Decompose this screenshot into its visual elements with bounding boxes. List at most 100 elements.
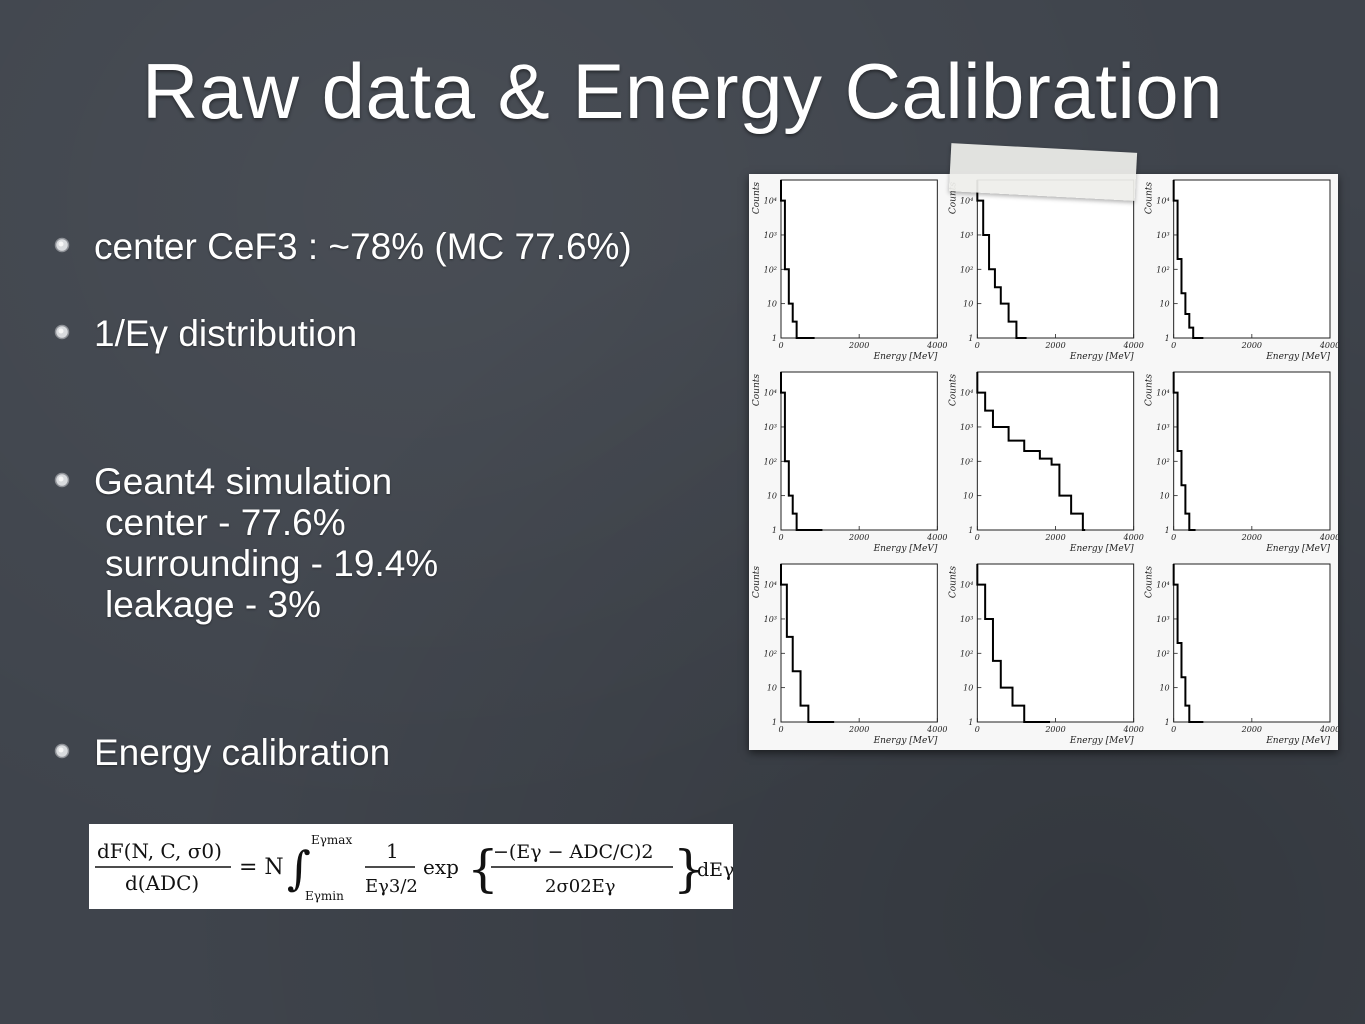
y-axis-label: Counts [752, 182, 762, 215]
formula-equals-n: = N [239, 855, 284, 880]
y-tick-label: 10 [767, 300, 777, 309]
x-tick-label: 4000 [926, 533, 947, 542]
x-tick-label: 4000 [1319, 341, 1338, 350]
x-tick-label: 2000 [1241, 533, 1262, 542]
formula-svg: dF(N, C, σ0) d(ADC) = N ∫ Eγmax Eγmin 1 … [95, 833, 734, 903]
histogram-line [780, 564, 835, 723]
x-tick-label: 4000 [1319, 725, 1338, 734]
y-tick-label: 10 [963, 492, 973, 501]
formula-frac-numerator: 1 [386, 839, 399, 863]
y-tick-label: 10⁴ [960, 581, 973, 590]
panel-frame [1173, 371, 1331, 531]
y-tick-label: 10² [764, 265, 777, 274]
x-tick-label: 0 [975, 725, 980, 734]
y-tick-label: 10⁴ [764, 197, 777, 206]
bullet-icon [54, 324, 70, 340]
y-tick-label: 1 [1165, 526, 1170, 535]
x-tick-label: 2000 [848, 533, 869, 542]
panel-frame [976, 371, 1135, 531]
y-tick-label: 10 [963, 300, 973, 309]
histogram-panel-top-right: 1 10 10² 10³ 10⁴ 0 2000 4000 Energy [MeV] Counts [1145, 179, 1340, 362]
y-tick-label: 10⁴ [1156, 197, 1169, 206]
formula-lhs-numerator: dF(N, C, σ0) [97, 839, 222, 863]
y-tick-label: 10³ [1156, 423, 1169, 432]
y-tick-label: 10 [1159, 492, 1169, 501]
x-tick-label: 4000 [1122, 725, 1143, 734]
x-tick-label: 0 [1171, 341, 1176, 350]
y-tick-label: 10⁴ [1156, 581, 1169, 590]
bullet-icon [54, 743, 70, 759]
y-tick-label: 10² [1156, 265, 1169, 274]
histogram-line [976, 564, 1051, 723]
histogram-line [976, 180, 1027, 339]
histogram-line [976, 372, 1086, 531]
tape-strip [948, 143, 1138, 201]
energy-calibration-formula: dF(N, C, σ0) d(ADC) = N ∫ Eγmax Eγmin 1 … [89, 824, 734, 909]
histogram-panel-middle-left: 1 10 10² 10³ 10⁴ 0 2000 4000 Energy [MeV] Counts [752, 371, 948, 554]
y-axis-label: Counts [948, 182, 958, 215]
y-tick-label: 1 [968, 526, 973, 535]
y-tick-label: 1 [1165, 718, 1170, 727]
bullet-text: center CeF3 : ~78% (MC 77.6%) [94, 226, 632, 267]
y-tick-label: 10³ [764, 423, 777, 432]
x-tick-label: 4000 [1122, 341, 1143, 350]
y-axis-label: Counts [1145, 566, 1155, 599]
y-tick-label: 10³ [764, 231, 777, 240]
y-axis-label: Counts [948, 566, 958, 599]
histogram-line [1172, 372, 1196, 531]
y-tick-label: 10³ [1156, 615, 1169, 624]
y-tick-label: 10⁴ [1156, 389, 1169, 398]
formula-exp: exp [423, 855, 459, 879]
y-axis-label: Counts [1145, 182, 1155, 215]
x-tick-label: 4000 [1122, 533, 1143, 542]
bullet-text: Geant4 simulation [94, 461, 393, 502]
formula-lhs-denominator: d(ADC) [125, 871, 199, 895]
sub-item-surrounding: surrounding - 19.4% [105, 543, 439, 584]
x-axis-label: Energy [MeV] [1069, 352, 1134, 362]
x-axis-label: Energy [MeV] [1069, 736, 1134, 746]
x-tick-label: 0 [975, 341, 980, 350]
histogram-panel-bottom-center: 1 10 10² 10³ 10⁴ 0 2000 4000 Energy [MeV] Counts [948, 563, 1144, 746]
y-tick-label: 10⁴ [960, 389, 973, 398]
histogram-line [1172, 564, 1204, 723]
y-tick-label: 10 [1159, 684, 1169, 693]
y-tick-label: 10 [963, 684, 973, 693]
panel-frame [780, 371, 938, 531]
x-axis-label: Energy [MeV] [1265, 544, 1330, 554]
x-axis-label: Energy [MeV] [1069, 544, 1134, 554]
y-axis-label: Counts [948, 374, 958, 407]
y-tick-label: 10 [767, 684, 777, 693]
panel-frame [780, 563, 938, 723]
y-tick-label: 10⁴ [764, 581, 777, 590]
y-tick-label: 10² [764, 457, 777, 466]
y-tick-label: 10² [960, 649, 973, 658]
y-tick-label: 10² [1156, 457, 1169, 466]
sub-item-leakage: leakage - 3% [105, 584, 321, 625]
x-tick-label: 0 [1171, 725, 1176, 734]
y-tick-label: 10⁴ [764, 389, 777, 398]
y-tick-label: 1 [772, 334, 777, 343]
formula-upper-limit: Eγmax [311, 833, 352, 847]
formula-frac-denominator: Eγ3/2 [365, 876, 418, 897]
x-tick-label: 4000 [926, 725, 947, 734]
y-tick-label: 10 [1159, 300, 1169, 309]
histogram-panel-top-center: 1 10 10² 10³ 10⁴ 0 2000 4000 Energy [MeV] Counts [948, 179, 1144, 362]
panel-frame [976, 179, 1135, 339]
y-tick-label: 1 [772, 718, 777, 727]
right-brace: } [673, 840, 705, 898]
y-tick-label: 10 [767, 492, 777, 501]
x-tick-label: 2000 [1044, 533, 1065, 542]
histogram-panel-bottom-right: 1 10 10² 10³ 10⁴ 0 2000 4000 Energy [MeV] Counts [1145, 563, 1340, 746]
x-tick-label: 0 [1171, 533, 1176, 542]
y-tick-label: 10² [764, 649, 777, 658]
panel-frame [976, 563, 1135, 723]
x-tick-label: 2000 [1241, 341, 1262, 350]
x-axis-label: Energy [MeV] [873, 352, 938, 362]
histogram-grid-figure: 1 10 10² 10³ 10⁴ 0 2000 4000 Energy [MeV] Counts 1… [749, 174, 1340, 750]
x-axis-label: Energy [MeV] [873, 544, 938, 554]
x-tick-label: 2000 [848, 341, 869, 350]
y-axis-label: Counts [1145, 374, 1155, 407]
bullet-icon [54, 237, 70, 253]
x-tick-label: 2000 [848, 725, 869, 734]
histogram-panel-bottom-left: 1 10 10² 10³ 10⁴ 0 2000 4000 Energy [MeV] Counts [752, 563, 948, 746]
